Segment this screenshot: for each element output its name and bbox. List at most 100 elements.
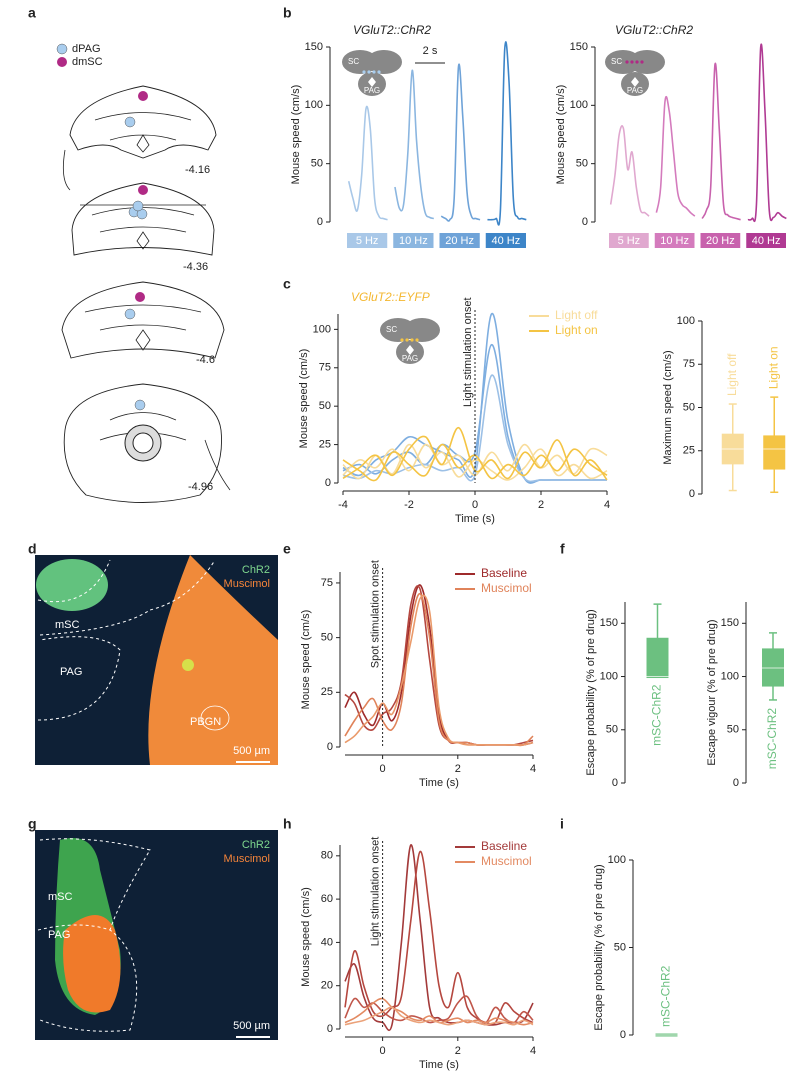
inset-dot: [635, 60, 639, 64]
region-label: PAG: [60, 666, 82, 678]
inset-label: PAG: [364, 86, 380, 95]
panel-label: a: [28, 5, 36, 21]
y-tick-label: 150: [570, 41, 588, 53]
line: [344, 1006, 534, 1026]
inset-label: SC: [386, 325, 397, 334]
legend-swatch: [746, 233, 786, 248]
x-tick-label: 2: [455, 763, 461, 775]
histology-g: ChR2 Muscimol mSC PAG 500 µm: [35, 830, 278, 1040]
inset-dot: [410, 338, 414, 342]
trace: [487, 41, 527, 226]
y-tick-label: 0: [733, 777, 739, 789]
inset-shape: [629, 50, 665, 74]
inset-dot: [372, 70, 376, 74]
y-tick-label: 150: [305, 41, 323, 53]
inset-dot: [640, 60, 644, 64]
y-tick-label: 75: [319, 362, 331, 374]
inset-label: SC: [348, 57, 359, 66]
legend-label: 5 Hz: [356, 235, 379, 247]
y-tick-label: 0: [325, 477, 331, 489]
x-tick-label: -2: [404, 499, 414, 511]
chart-title: VGluT2::ChR2: [353, 23, 431, 37]
y-tick-label: 25: [319, 438, 331, 450]
trace: [440, 63, 481, 222]
region-label: PAG: [48, 929, 70, 941]
legend-label: Baseline: [481, 566, 527, 580]
legend-swatch: [393, 233, 434, 248]
x-tick-label: 2: [455, 1045, 461, 1057]
inset-dot: [400, 338, 404, 342]
x-axis-label: Time (s): [419, 777, 459, 789]
category-label: Light on: [766, 346, 780, 389]
y-axis-label: Mouse speed (cm/s): [298, 349, 310, 449]
y-tick-label: 100: [721, 670, 739, 682]
y-axis-label: Escape probability (% of pre drug): [593, 864, 605, 1030]
y-tick-label: 50: [319, 400, 331, 412]
trace: [609, 125, 650, 217]
legend-swatch: [485, 233, 526, 248]
legend-label: Muscimol: [481, 581, 532, 595]
box: [646, 637, 669, 679]
y-axis-label: Mouse speed (cm/s): [300, 887, 312, 987]
legend-swatch: [654, 233, 695, 248]
inset-dot: [415, 338, 419, 342]
line: [344, 995, 534, 1024]
annotation: Spot stimulation onset: [370, 560, 382, 668]
legend-label: 5 Hz: [618, 235, 641, 247]
trace: [347, 105, 388, 221]
y-tick-label: 50: [576, 158, 588, 170]
inset-shape: [368, 77, 376, 87]
y-tick-label: 100: [305, 99, 323, 111]
x-tick-label: 4: [604, 499, 610, 511]
legend-label: dmSC: [72, 56, 103, 68]
legend-label: 20 Hz: [445, 235, 474, 247]
y-tick-label: 100: [608, 854, 626, 866]
box: [762, 648, 784, 687]
x-axis-label: Time (s): [419, 1059, 459, 1071]
legend-label: 10 Hz: [399, 235, 428, 247]
category-label: Light off: [725, 353, 739, 396]
x-tick-label: 0: [380, 1045, 386, 1057]
y-axis-label: Escape probability (% of pre drug): [585, 609, 597, 775]
y-axis-label: Mouse speed (cm/s): [300, 610, 312, 710]
chart-title: VGluT2::EYFP: [351, 290, 430, 304]
section-label: -4.36: [183, 261, 208, 273]
panel-label: f: [560, 541, 565, 557]
y-tick-label: 50: [683, 401, 695, 413]
panel-label: i: [560, 816, 564, 832]
y-tick-label: 150: [721, 617, 739, 629]
section-label: -4.96: [188, 481, 213, 493]
inset-shape: [366, 50, 402, 74]
x-tick-label: 2: [538, 499, 544, 511]
y-tick-label: 0: [582, 216, 588, 228]
line: [344, 844, 534, 1031]
y-tick-label: 50: [606, 724, 618, 736]
legend-swatch: [347, 233, 388, 248]
y-tick-label: 25: [321, 686, 333, 698]
panel-label: h: [283, 816, 292, 832]
panel-label: d: [28, 541, 37, 557]
y-axis-label: Mouse speed (cm/s): [290, 85, 302, 185]
y-tick-label: 25: [683, 445, 695, 457]
legend-label: 40 Hz: [752, 235, 781, 247]
stain-label: Muscimol: [224, 578, 270, 590]
inset-shape: [631, 77, 639, 87]
panel-label: g: [28, 816, 37, 832]
scale-label: 500 µm: [233, 1020, 270, 1032]
section-label: -4.6: [196, 354, 215, 366]
legend-label: 10 Hz: [660, 235, 689, 247]
y-tick-label: 40: [321, 936, 333, 948]
y-tick-label: 50: [311, 158, 323, 170]
legend-swatch: [609, 233, 649, 248]
line: [344, 594, 534, 746]
category-label: mSC-ChR2: [650, 684, 664, 746]
panel-label: c: [283, 276, 291, 292]
inset-dot: [630, 60, 634, 64]
y-tick-label: 75: [321, 577, 333, 589]
y-tick-label: 75: [683, 358, 695, 370]
trace: [655, 95, 696, 217]
histology-d: ChR2 Muscimol mSC PAG PBGN 500 µm: [35, 555, 278, 765]
brain-sections: dPAG dmSC -4.16 -4.36 -4.6 -4.96: [56, 43, 231, 503]
category-label: mSC-ChR2: [659, 965, 673, 1027]
